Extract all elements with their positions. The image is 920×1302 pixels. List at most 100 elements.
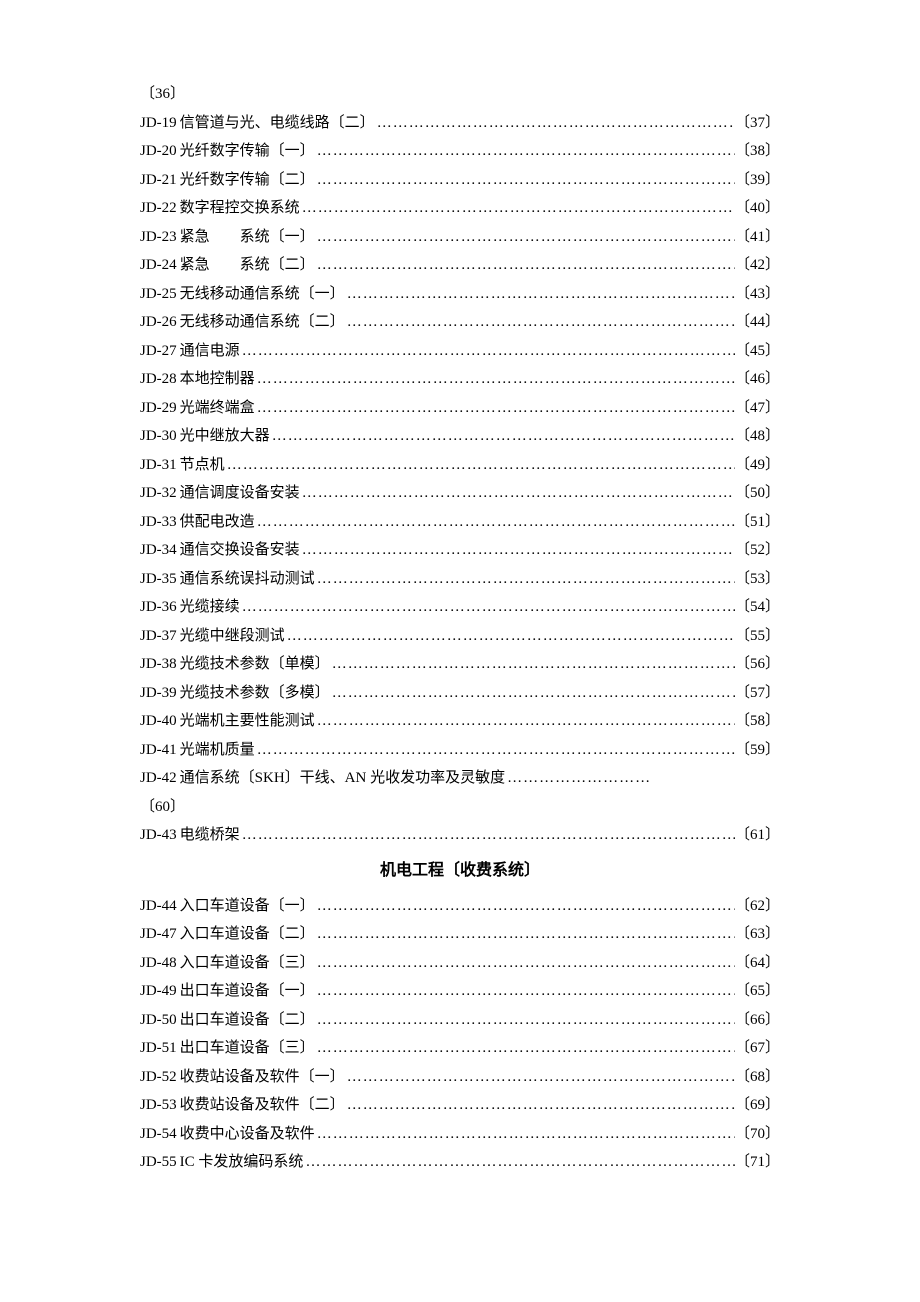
toc-entry: JD-22数字程控交换系统………………………………………………………………………… [140,194,780,223]
toc-dots: …………………………………………………………………………………………………………… [240,821,735,850]
toc-page: 〔64〕 [735,949,780,978]
toc-section-1: JD-19信管道与光、电缆线路〔二〕…………………………………………………………… [140,109,780,765]
toc-title: 通信交换设备安装 [177,536,300,565]
toc-title: 节点机 [177,451,225,480]
toc-page: 〔47〕 [735,394,780,423]
toc-code: JD-31 [140,451,177,480]
toc-title: 光纤数字传输〔二〕 [177,166,315,195]
toc-code: JD-44 [140,892,177,921]
orphan-page-top: 〔36〕 [140,80,780,109]
toc-title: 出口车道设备〔三〕 [177,1034,315,1063]
toc-title: 通信系统〔SKH〕干线、AN 光收发功率及灵敏度 [177,764,505,793]
toc-page: 〔61〕 [735,821,780,850]
toc-code: JD-25 [140,280,177,309]
toc-title: 无线移动通信系统〔一〕 [177,280,345,309]
toc-entry: JD-32通信调度设备安装………………………………………………………………………… [140,479,780,508]
toc-code: JD-29 [140,394,177,423]
toc-page: 〔42〕 [735,251,780,280]
toc-dots: …………………………………………………………………………………………………………… [315,1006,735,1035]
toc-entry: JD-24紧急 系统〔二〕………………………………………………………………………… [140,251,780,280]
toc-code: JD-30 [140,422,177,451]
toc-page: 〔52〕 [735,536,780,565]
toc-dots: …………………………………………………………………………………………………………… [315,565,735,594]
toc-title: 供配电改造 [177,508,255,537]
toc-dots: …………………………………………………………………………………………………………… [255,365,735,394]
toc-title: 光端终端盒 [177,394,255,423]
toc-entry: JD-25无线移动通信系统〔一〕………………………………………………………………… [140,280,780,309]
toc-title: 光缆技术参数〔多模〕 [177,679,330,708]
toc-code: JD-21 [140,166,177,195]
toc-code: JD-50 [140,1006,177,1035]
toc-page: 〔43〕 [735,280,780,309]
toc-title: 入口车道设备〔一〕 [177,892,315,921]
toc-entry: JD-33供配电改造………………………………………………………………………………… [140,508,780,537]
toc-page: 〔40〕 [735,194,780,223]
toc-dots: …………………………………………………………………………………………………………… [240,593,735,622]
toc-section-2: JD-44入口车道设备〔一〕……………………………………………………………………… [140,892,780,1177]
toc-dots: …………………………………………………………………………………………………………… [225,451,735,480]
toc-code: JD-24 [140,251,177,280]
toc-code: JD-27 [140,337,177,366]
toc-title: 收费中心设备及软件 [177,1120,315,1149]
toc-title: 光中继放大器 [177,422,270,451]
toc-page: 〔39〕 [735,166,780,195]
toc-code: JD-54 [140,1120,177,1149]
toc-dots: …………………………………………………………………………………………………………… [315,920,735,949]
toc-title: IC 卡发放编码系统 [177,1148,304,1177]
toc-dots: …………………………………………………………………………………………………………… [315,251,735,280]
toc-code: JD-51 [140,1034,177,1063]
toc-dots: …………………………………………………………………………………………………………… [315,166,735,195]
toc-page: 〔53〕 [735,565,780,594]
toc-dots: …………………………………………………………………………………………………………… [330,679,735,708]
toc-entry: JD-48入口车道设备〔三〕……………………………………………………………………… [140,949,780,978]
toc-title: 通信系统误抖动测试 [177,565,315,594]
toc-dots: …………………………………………………………………………………………………………… [300,479,735,508]
toc-entry: JD-21光纤数字传输〔二〕……………………………………………………………………… [140,166,780,195]
toc-page: 〔71〕 [735,1148,780,1177]
toc-code: JD-39 [140,679,177,708]
toc-entry: JD-54收费中心设备及软件……………………………………………………………………… [140,1120,780,1149]
toc-title: 出口车道设备〔二〕 [177,1006,315,1035]
toc-page: 〔70〕 [735,1120,780,1149]
toc-page: 〔56〕 [735,650,780,679]
toc-code: JD-28 [140,365,177,394]
toc-entry: JD-23紧急 系统〔一〕………………………………………………………………………… [140,223,780,252]
toc-title: 通信电源 [177,337,240,366]
toc-page: 〔49〕 [735,451,780,480]
toc-code: JD-43 [140,821,177,850]
toc-title: 光缆接续 [177,593,240,622]
toc-title: 光端机主要性能测试 [177,707,315,736]
toc-page: 〔59〕 [735,736,780,765]
toc-entry: JD-50出口车道设备〔二〕……………………………………………………………………… [140,1006,780,1035]
toc-code: JD-55 [140,1148,177,1177]
toc-page: 〔57〕 [735,679,780,708]
toc-dots: …………………………………………………………………………………………………………… [345,1091,735,1120]
toc-title: 紧急 系统〔二〕 [177,251,315,280]
toc-page: 〔46〕 [735,365,780,394]
toc-code: JD-52 [140,1063,177,1092]
toc-entry: JD-44入口车道设备〔一〕……………………………………………………………………… [140,892,780,921]
toc-entry: JD-39光缆技术参数〔多模〕…………………………………………………………………… [140,679,780,708]
toc-entry: JD-36光缆接续…………………………………………………………………………………… [140,593,780,622]
toc-page: 〔66〕 [735,1006,780,1035]
toc-entry: JD-27通信电源…………………………………………………………………………………… [140,337,780,366]
toc-page: 〔44〕 [735,308,780,337]
toc-code: JD-40 [140,707,177,736]
toc-dots: …………………………………………………………………………………………………………… [255,736,735,765]
toc-entry: JD-49出口车道设备〔一〕……………………………………………………………………… [140,977,780,1006]
toc-entry: JD-30光中继放大器……………………………………………………………………………… [140,422,780,451]
toc-entry: JD-40光端机主要性能测试……………………………………………………………………… [140,707,780,736]
toc-title: 入口车道设备〔三〕 [177,949,315,978]
toc-dots: …………………………………………………………………………………………………………… [255,508,735,537]
toc-dots: …………………………………………………………………………………………………………… [315,1034,735,1063]
toc-entry: JD-29光端终端盒………………………………………………………………………………… [140,394,780,423]
toc-entry: JD-26无线移动通信系统〔二〕………………………………………………………………… [140,308,780,337]
toc-title: 入口车道设备〔二〕 [177,920,315,949]
toc-page: 〔67〕 [735,1034,780,1063]
toc-title: 收费站设备及软件〔二〕 [177,1091,345,1120]
toc-page: 〔50〕 [735,479,780,508]
toc-entry: JD-51出口车道设备〔三〕……………………………………………………………………… [140,1034,780,1063]
toc-dots: …………………………………………………………………………………………………………… [315,977,735,1006]
toc-page: 〔48〕 [735,422,780,451]
toc-title: 紧急 系统〔一〕 [177,223,315,252]
